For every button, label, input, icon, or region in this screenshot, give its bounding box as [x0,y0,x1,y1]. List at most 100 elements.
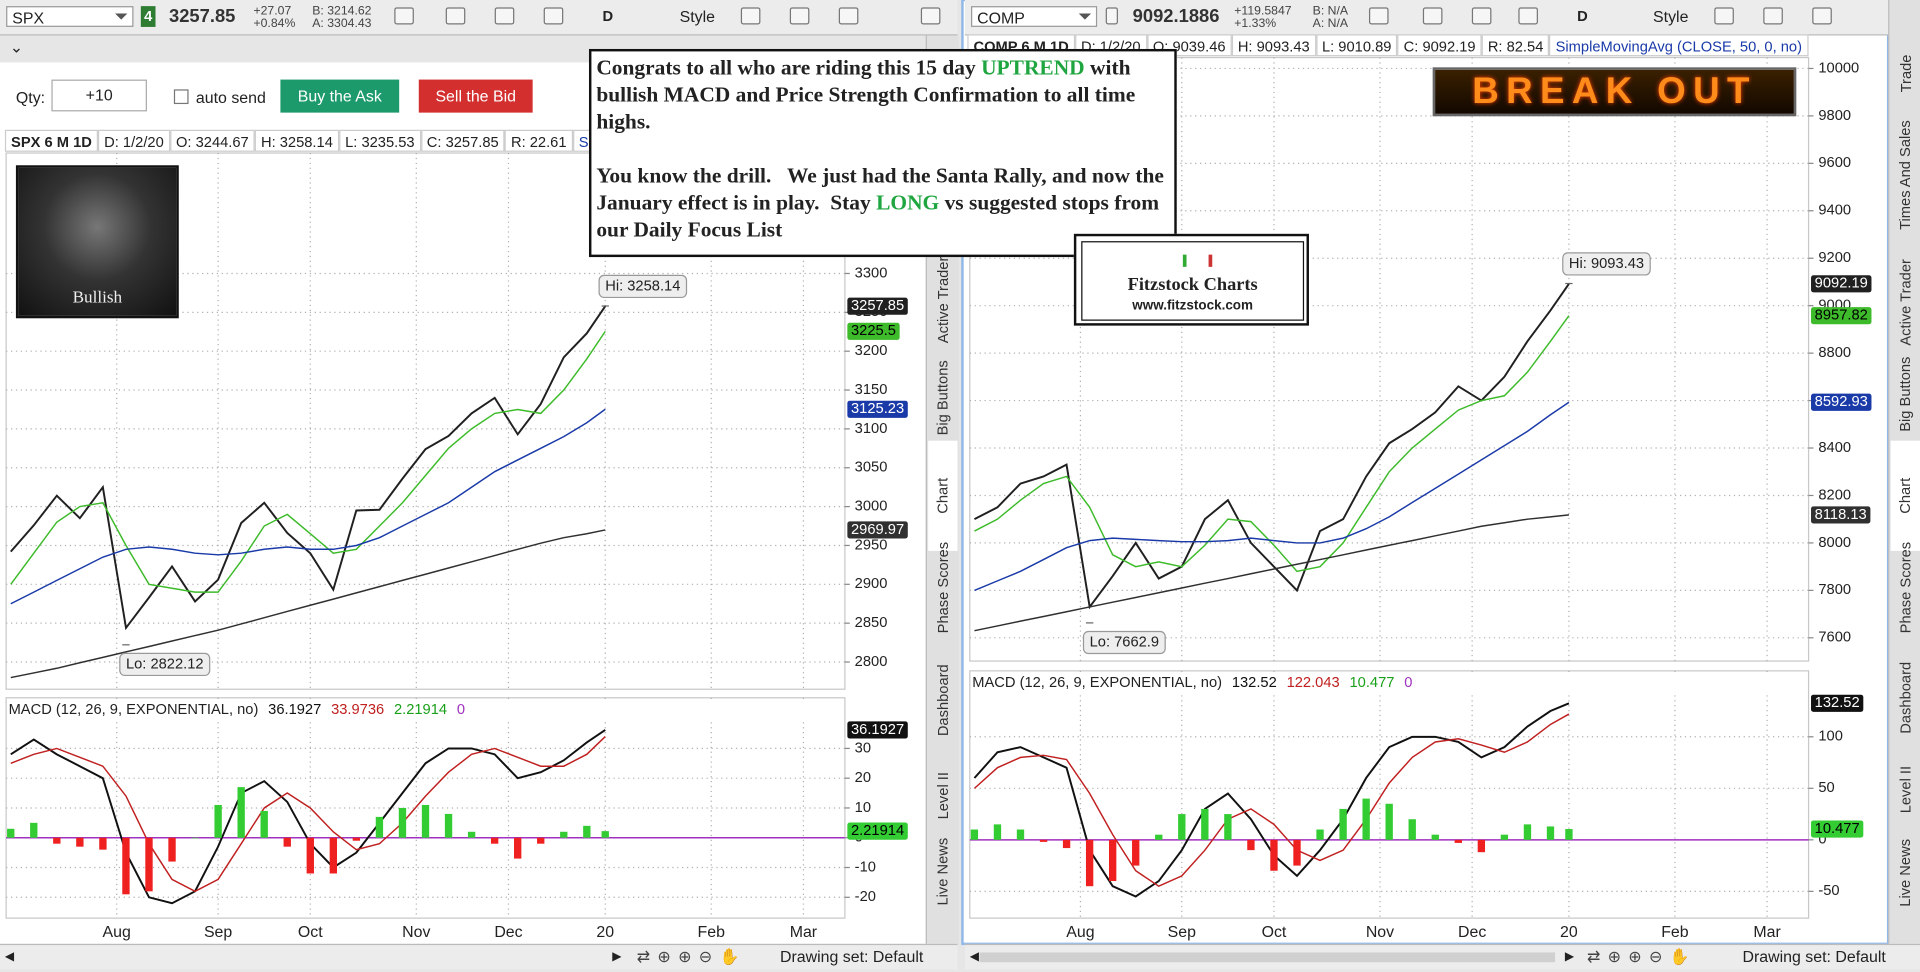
link-badge[interactable]: 4 [140,6,156,27]
side-tab[interactable]: Times And Sales [1891,120,1920,230]
y-tick-label: 7800 [1818,582,1851,598]
histogram-bar [1339,808,1347,840]
drawing-set[interactable]: Drawing set: Default [780,947,924,966]
settings-icon[interactable] [543,7,564,25]
drawing-set[interactable]: Drawing set: Default [1742,947,1886,966]
histogram-bar [490,837,499,844]
y-tick-label: 8200 [1818,487,1851,503]
study-value: 2.21914 [394,702,447,718]
logo-inner: Fitzstock Charts www.fitzstock.com [1081,241,1305,321]
share-icon[interactable] [394,7,414,25]
symbol-box[interactable]: SPX [6,6,134,27]
side-tab[interactable]: Active Trader [928,245,957,355]
side-tab[interactable]: Live News [1891,818,1920,928]
study-header-bg [971,672,1808,695]
style-button[interactable]: Style [679,7,715,26]
studies-icon[interactable] [1471,7,1492,25]
x-tick-label: Oct [298,924,323,941]
histogram-bar [30,822,38,838]
histogram-bar [1178,814,1186,840]
side-tab[interactable]: Phase Scores [1891,533,1920,643]
change-pct: +1.33% [1234,17,1277,31]
price-tag-label: 3225.5 [851,323,896,339]
x-tick-label: Feb [698,924,726,941]
header-field: L: 3235.53 [338,129,421,152]
style-button[interactable]: Style [1653,7,1689,26]
y-tick-label: 3000 [855,498,888,514]
price-tag [1811,820,1864,838]
scroll-left[interactable]: ◀ [4,949,15,964]
y-tick-label: 3100 [855,421,888,437]
side-tab-label: Live News [1896,838,1914,907]
price-tag [847,322,900,340]
series-line [974,283,1570,610]
share-icon[interactable] [1368,7,1389,25]
studies-icon[interactable] [494,7,515,25]
histogram-bar [514,837,522,859]
histogram-bar [1085,839,1094,887]
price-tag-label: 2.21914 [851,823,904,839]
study-value: 10.477 [1349,675,1394,691]
header-field: O: 3244.67 [169,129,255,152]
news-icon[interactable] [1422,7,1443,25]
price-tag [847,822,908,840]
series-line [10,330,606,593]
side-tab-label: Phase Scores [934,541,952,634]
side-tab[interactable]: Big Buttons [928,343,957,453]
y-tick-label: 3300 [855,265,888,281]
histogram-bar [1039,839,1048,842]
price-tag-label: 3125.23 [851,401,904,417]
side-tab[interactable]: Chart [928,440,958,551]
series-layer [6,729,845,905]
side-tab[interactable]: Big Buttons [1891,339,1920,449]
pattern-icon[interactable] [1812,7,1832,25]
cursor-icon[interactable] [1714,7,1734,25]
change-pct: +0.84% [253,17,296,31]
header-field: SimpleMovingAvg (CLOSE, 50, 0, no) [1549,34,1809,57]
ask: A: 3304.43 [312,17,372,31]
price-tag [847,297,908,315]
scrollbar[interactable] [979,952,1556,963]
scroll-right[interactable]: ▶ [1564,949,1575,964]
histogram-bar [1431,834,1439,840]
side-tab[interactable]: Phase Scores [928,533,957,643]
side-tab[interactable]: Trade [1891,18,1920,128]
callout-box [1562,252,1651,276]
link-icon[interactable] [1105,7,1118,25]
side-tab-label: Level II [934,772,952,820]
side-tab-label: Active Trader [1896,259,1914,346]
period-button[interactable]: D [602,7,614,25]
collapse-chevron[interactable]: ⌄ [9,37,24,57]
price-tag-label: 9092.19 [1815,276,1868,292]
qty-input[interactable]: +10 [51,79,147,112]
zoom-tools[interactable]: ⇄⊕⊕⊖✋ [1586,947,1697,966]
note-text: Congrats to all who are riding this 15 d… [596,55,982,80]
drawing-icon[interactable] [1763,7,1783,25]
zoom-tools[interactable]: ⇄⊕⊕⊖✋ [636,947,747,966]
cursor-icon[interactable] [740,7,761,25]
sell-button[interactable]: Sell the Bid [418,79,533,113]
auto-send-checkbox[interactable] [173,89,189,105]
scroll-left[interactable]: ◀ [969,949,980,964]
period-button[interactable]: D [1577,7,1588,25]
side-tab[interactable]: Live News [928,817,957,927]
menu-icon[interactable] [920,7,941,25]
histogram-bar [1385,803,1393,840]
histogram-bar [191,837,199,839]
settings-icon[interactable] [1518,7,1538,25]
y-tick-label: 100 [1818,729,1843,745]
histogram-bar [1062,839,1071,849]
news-icon[interactable] [445,7,466,25]
side-tab[interactable]: Dashboard [928,645,957,755]
scroll-right[interactable]: ▶ [612,949,622,964]
histogram-bar [1565,829,1573,840]
x-tick-label: 20 [596,924,614,941]
x-tick-label: Nov [402,924,430,941]
pattern-icon[interactable] [838,7,859,25]
series-line [974,315,1570,573]
symbol-box[interactable]: COMP [971,6,1098,27]
drawing-icon[interactable] [789,7,810,25]
buy-button[interactable]: Buy the Ask [280,79,400,113]
side-tab[interactable]: Chart [1890,440,1920,551]
study-value: 33.9736 [331,702,384,718]
